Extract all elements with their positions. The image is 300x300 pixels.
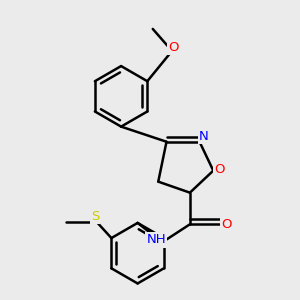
- Text: S: S: [91, 210, 99, 223]
- Text: O: O: [214, 163, 225, 176]
- Text: O: O: [168, 41, 178, 54]
- Text: N: N: [199, 130, 208, 143]
- Text: NH: NH: [146, 233, 166, 247]
- Text: O: O: [221, 218, 232, 231]
